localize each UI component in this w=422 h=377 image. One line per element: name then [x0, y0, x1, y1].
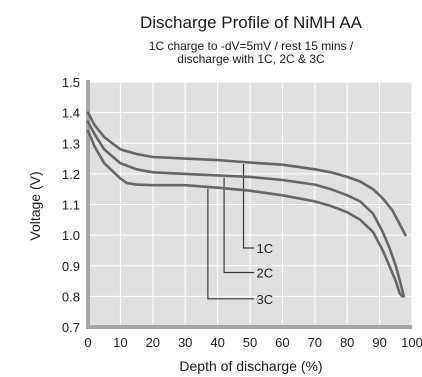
chart-title: Discharge Profile of NiMH AA	[140, 13, 363, 32]
y-axis-label: Voltage (V)	[27, 171, 43, 240]
y-tick-label-7: 1.4	[62, 106, 80, 121]
series-line-3c	[86, 129, 404, 298]
series-line-1c	[86, 111, 407, 237]
chart-subtitle-line-1: 1C charge to -dV=5mV / rest 15 mins /	[149, 39, 354, 53]
chart-subtitle-line-2: discharge with 1C, 2C & 3C	[177, 52, 325, 66]
series-label-1c: 1C	[256, 241, 273, 256]
y-tick-label-5: 1.2	[62, 167, 80, 182]
y-tick-label-3: 1.0	[62, 228, 80, 243]
y-tick-label-0: 0.7	[62, 320, 80, 335]
x-tick-label-8: 80	[340, 335, 354, 350]
x-tick-label-9: 90	[372, 335, 386, 350]
y-tick-label-6: 1.3	[62, 136, 80, 151]
x-tick-label-10: 100	[401, 335, 422, 350]
series-line-2c	[86, 120, 406, 298]
x-tick-label-3: 30	[178, 335, 192, 350]
y-tick-label-4: 1.1	[62, 198, 80, 213]
x-tick-label-1: 10	[113, 335, 127, 350]
callout-leader-2c	[223, 177, 255, 274]
callout-leader-1c	[242, 164, 255, 249]
y-tick-label-8: 1.5	[62, 75, 80, 90]
x-tick-label-6: 60	[275, 335, 289, 350]
x-tick-label-2: 20	[146, 335, 160, 350]
x-tick-label-7: 70	[308, 335, 322, 350]
x-tick-label-5: 50	[243, 335, 257, 350]
x-tick-label-0: 0	[84, 335, 91, 350]
series-label-2c: 2C	[256, 265, 273, 280]
x-axis-label: Depth of discharge (%)	[179, 358, 322, 374]
y-tick-label-1: 0.8	[62, 289, 80, 304]
y-tick-label-2: 0.9	[62, 259, 80, 274]
callout-leader-3c	[207, 188, 255, 300]
series-label-3c: 3C	[256, 292, 273, 307]
x-tick-label-4: 40	[210, 335, 224, 350]
plot-area: 0 10 20 30 40 50 60 70 80 90 100 0.7 0.8 0.9 1.0 1.1 1.2…	[62, 75, 422, 350]
